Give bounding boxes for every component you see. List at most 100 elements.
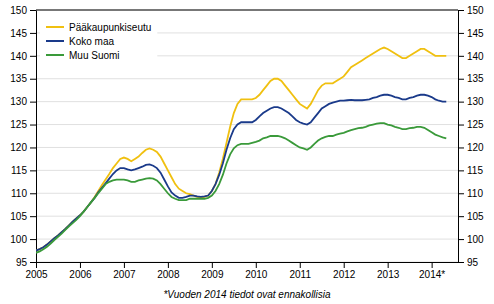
grid-line bbox=[36, 216, 458, 217]
tick-mark bbox=[256, 262, 257, 268]
tick-label: 110 bbox=[11, 188, 27, 199]
series-lines bbox=[36, 48, 446, 253]
grid-line bbox=[36, 10, 458, 11]
grid-line bbox=[36, 239, 458, 240]
subtitle: *Vuoden 2014 tiedot ovat ennakollisia bbox=[163, 289, 331, 300]
tick: 2011 bbox=[289, 262, 311, 280]
tick-mark bbox=[458, 262, 464, 263]
tick-label: 2007 bbox=[113, 269, 136, 280]
tick-mark bbox=[344, 262, 345, 268]
legend-item: Pääkaupunkiseutu bbox=[46, 22, 151, 33]
tick: 2009 bbox=[201, 262, 224, 280]
tick-label: 130 bbox=[10, 96, 27, 107]
tick-mark bbox=[36, 262, 37, 268]
tick-mark bbox=[212, 262, 213, 268]
tick-mark bbox=[30, 79, 36, 80]
tick-mark bbox=[124, 262, 125, 268]
tick-label: 115 bbox=[467, 165, 483, 176]
tick: 115 bbox=[11, 165, 36, 176]
tick-mark bbox=[458, 79, 464, 80]
plot: 2005200620072008200920102011201220132014… bbox=[10, 5, 484, 280]
tick: 110 bbox=[11, 188, 36, 199]
tick-label: 135 bbox=[467, 73, 484, 84]
y2-axis: 95100105110115120125130135140145150 bbox=[458, 5, 484, 268]
tick-mark bbox=[458, 216, 464, 217]
x-axis: 2005200620072008200920102011201220132014… bbox=[25, 262, 458, 280]
tick-mark bbox=[30, 262, 36, 263]
legend-swatch bbox=[46, 54, 64, 56]
tick-label: 95 bbox=[16, 257, 28, 268]
tick: 140 bbox=[10, 51, 36, 62]
tick: 130 bbox=[458, 96, 484, 107]
tick-mark bbox=[388, 262, 389, 268]
legend-label: Muu Suomi bbox=[69, 50, 120, 61]
tick-label: 2006 bbox=[69, 269, 92, 280]
tick: 2007 bbox=[113, 262, 136, 280]
tick: 2013 bbox=[377, 262, 400, 280]
tick-label: 2009 bbox=[201, 269, 224, 280]
tick: 2014* bbox=[419, 262, 445, 280]
legend-item: Koko maa bbox=[46, 36, 114, 47]
tick: 105 bbox=[458, 211, 484, 222]
tick-mark bbox=[30, 56, 36, 57]
tick: 95 bbox=[458, 257, 479, 268]
tick-label: 145 bbox=[467, 28, 484, 39]
tick-label: 125 bbox=[10, 119, 27, 130]
tick-label: 120 bbox=[467, 142, 484, 153]
tick-mark bbox=[458, 125, 464, 126]
tick-mark bbox=[458, 239, 464, 240]
y-axis: 95 100 105 110 115 120 125 130 135 140 145 150 bbox=[10, 5, 36, 268]
tick-mark bbox=[458, 10, 464, 11]
tick-mark bbox=[30, 33, 36, 34]
tick-mark bbox=[30, 193, 36, 194]
tick-mark bbox=[458, 33, 464, 34]
tick-mark bbox=[300, 262, 301, 268]
tick-mark bbox=[458, 56, 464, 57]
grid-line bbox=[36, 170, 458, 171]
tick: 120 bbox=[10, 142, 36, 153]
tick: 110 bbox=[458, 188, 483, 199]
tick-label: 140 bbox=[467, 51, 484, 62]
tick: 145 bbox=[10, 28, 36, 39]
tick-mark bbox=[458, 102, 464, 103]
tick-mark bbox=[458, 193, 464, 194]
tick-label: 110 bbox=[467, 188, 483, 199]
tick: 100 bbox=[10, 234, 36, 245]
legend-box bbox=[40, 14, 157, 68]
tick: 2008 bbox=[157, 262, 180, 280]
legend: Pääkaupunkiseutu Koko maa Muu Suomi bbox=[40, 14, 157, 68]
tick: 125 bbox=[458, 119, 484, 130]
tick-label: 95 bbox=[467, 257, 479, 268]
tick-mark bbox=[458, 170, 464, 171]
tick-label: 2014* bbox=[419, 269, 445, 280]
tick-label: 2008 bbox=[157, 269, 180, 280]
tick: 140 bbox=[458, 51, 484, 62]
legend-item: Muu Suomi bbox=[46, 50, 120, 61]
legend-swatch bbox=[46, 26, 64, 28]
tick: 115 bbox=[458, 165, 483, 176]
tick: 2012 bbox=[333, 262, 356, 280]
tick-label: 105 bbox=[10, 211, 27, 222]
tick: 150 bbox=[10, 5, 36, 16]
tick: 135 bbox=[458, 73, 484, 84]
tick-label: 2005 bbox=[25, 269, 48, 280]
tick: 135 bbox=[10, 73, 36, 84]
tick-label: 105 bbox=[467, 211, 484, 222]
tick-mark bbox=[30, 239, 36, 240]
tick: 2005 bbox=[25, 262, 48, 280]
tick: 130 bbox=[10, 96, 36, 107]
tick-mark bbox=[30, 102, 36, 103]
series-line bbox=[36, 95, 446, 251]
tick-mark bbox=[30, 170, 36, 171]
axis-line bbox=[458, 11, 459, 263]
tick-label: 2013 bbox=[377, 269, 400, 280]
tick-mark bbox=[30, 125, 36, 126]
legend-swatch bbox=[46, 40, 64, 42]
tick-label: 125 bbox=[467, 119, 484, 130]
tick-label: 100 bbox=[10, 234, 27, 245]
grid-line bbox=[36, 124, 458, 125]
tick-mark bbox=[30, 10, 36, 11]
grid bbox=[36, 10, 458, 262]
tick: 2006 bbox=[69, 262, 92, 280]
tick-mark bbox=[432, 262, 433, 268]
